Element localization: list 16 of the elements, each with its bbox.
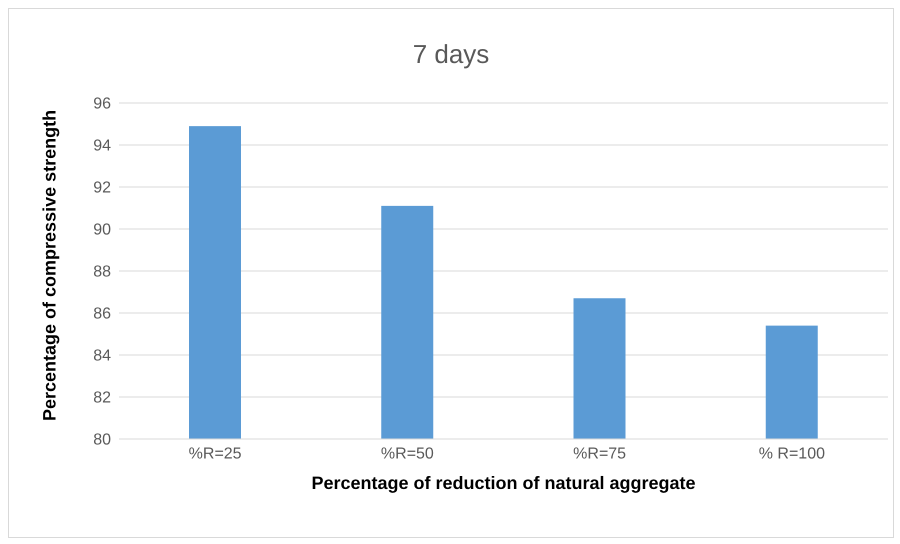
y-tick-label: 84 xyxy=(93,348,112,365)
x-tick-label: %R=25 xyxy=(188,445,242,462)
chart-title: 7 days xyxy=(412,39,490,70)
y-tick-label: 80 xyxy=(93,432,112,449)
y-tick-label: 96 xyxy=(93,96,112,113)
y-tick-label: 88 xyxy=(93,264,112,281)
y-tick-label: 90 xyxy=(93,222,112,239)
x-tick-label: %R=75 xyxy=(573,445,626,462)
x-axis-title: Percentage of reduction of natural aggregate xyxy=(311,473,696,493)
y-tick-label: 86 xyxy=(93,306,112,323)
y-tick-label: 92 xyxy=(93,180,112,197)
y-tick-label: 94 xyxy=(93,138,112,155)
y-tick-label: 82 xyxy=(93,390,112,407)
y-axis-title: Percentage of compressive strength xyxy=(39,110,60,421)
x-tick-label: %R=50 xyxy=(380,445,434,462)
x-tick-label: % R=100 xyxy=(758,445,826,462)
